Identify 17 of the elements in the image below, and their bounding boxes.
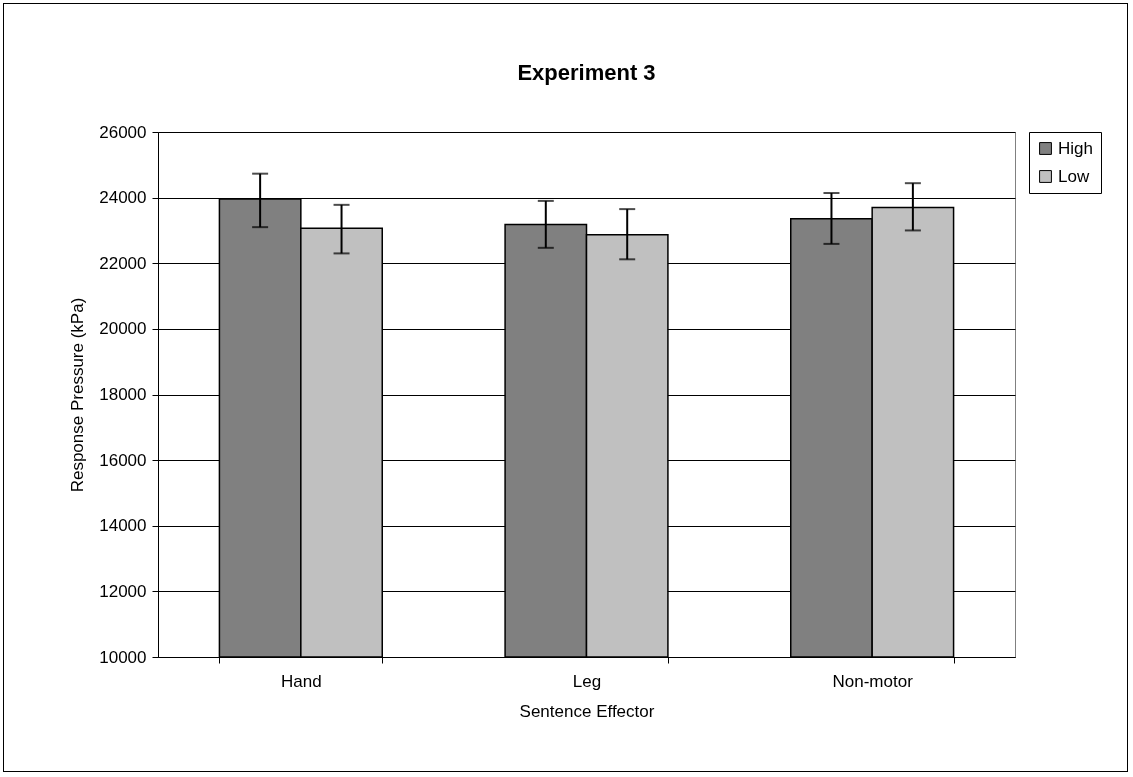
- x-tick-label: Non-motor: [832, 671, 914, 691]
- y-tick-label: 16000: [99, 450, 147, 470]
- y-axis-title: Response Pressure (kPa): [68, 297, 88, 493]
- y-tick-label: 12000: [99, 581, 147, 601]
- y-tick-label: 22000: [99, 253, 147, 273]
- legend-label: High: [1058, 138, 1093, 158]
- y-tick-label: 14000: [99, 516, 147, 536]
- x-axis-title: Sentence Effector: [519, 701, 655, 721]
- chart-title: Experiment 3: [517, 60, 656, 85]
- x-tick-label: Hand: [281, 671, 322, 691]
- y-tick-label: 18000: [99, 385, 147, 404]
- y-tick-label: 20000: [99, 319, 147, 339]
- y-tick-label: 24000: [99, 188, 147, 208]
- x-tick-label: Leg: [572, 671, 602, 691]
- y-tick-label: 10000: [99, 647, 147, 667]
- y-tick-label: 26000: [99, 122, 147, 142]
- legend-label: Low: [1058, 166, 1090, 186]
